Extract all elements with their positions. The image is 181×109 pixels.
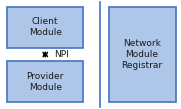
Bar bbox=[109, 7, 176, 102]
Text: Client
Module: Client Module bbox=[29, 17, 62, 37]
Text: NPI: NPI bbox=[54, 50, 69, 59]
Bar bbox=[7, 7, 83, 48]
Bar bbox=[7, 61, 83, 102]
Text: Provider
Module: Provider Module bbox=[27, 72, 64, 92]
Text: Network
Module
Registrar: Network Module Registrar bbox=[121, 39, 163, 70]
